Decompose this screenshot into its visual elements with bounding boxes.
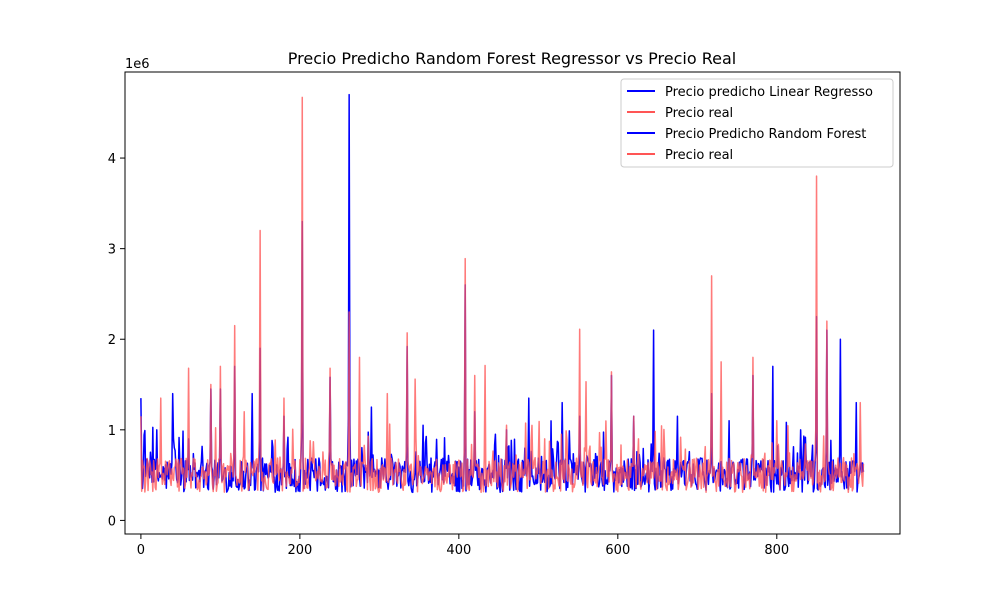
y-tick-label: 1 [108, 424, 116, 439]
y-tick-label: 4 [108, 152, 116, 167]
series-line-precio-real [140, 96, 865, 494]
y-offset-label: 1e6 [125, 57, 150, 72]
x-tick-label: 200 [287, 543, 312, 558]
y-tick-label: 3 [108, 243, 116, 258]
axes-layer: 0 200 400 600 800 0 1 2 3 4 [108, 71, 901, 558]
x-tick-label: 600 [605, 543, 630, 558]
x-tick-label: 800 [764, 543, 789, 558]
y-tick-label: 2 [108, 333, 116, 348]
legend-label: Precio real [665, 106, 733, 121]
x-tick-label: 0 [137, 543, 145, 558]
axes-frame [124, 71, 901, 535]
chart-title: Precio Predicho Random Forest Regressor … [288, 49, 736, 68]
legend-label: Precio Predicho Random Forest [665, 127, 866, 142]
legend: Precio predicho Linear Regresso Precio re… [620, 78, 894, 168]
legend-box [620, 78, 894, 168]
legend-label: Precio real [665, 148, 733, 163]
x-tick-label: 400 [446, 543, 471, 558]
y-tick-label: 0 [108, 514, 116, 529]
plot-layer [140, 93, 865, 494]
legend-label: Precio predicho Linear Regresso [665, 85, 873, 100]
